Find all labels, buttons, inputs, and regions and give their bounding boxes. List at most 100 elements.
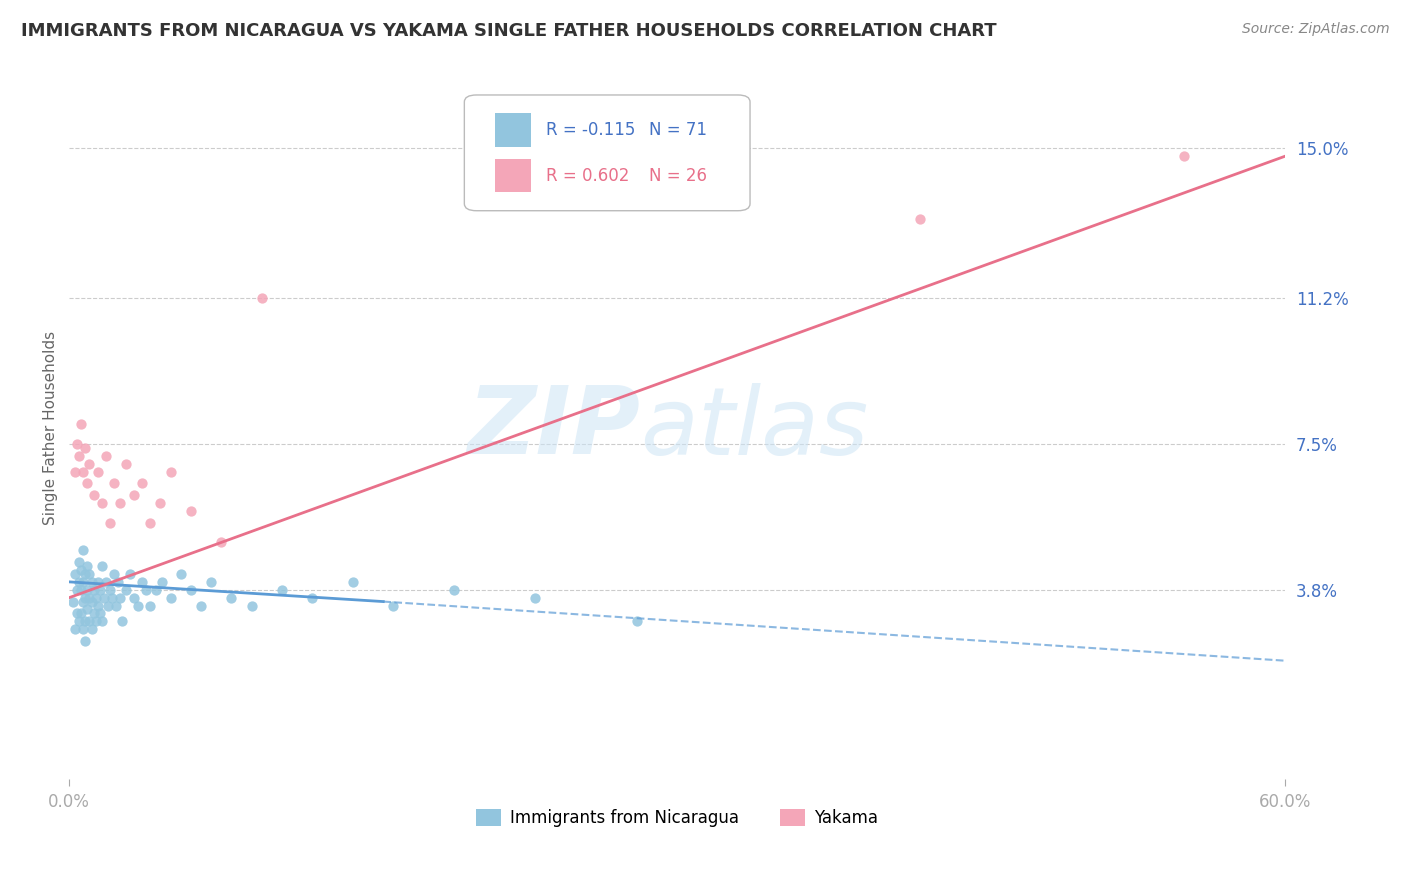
FancyBboxPatch shape [495, 113, 531, 147]
Point [66, 582, 89, 597]
Point [86, 465, 108, 479]
Point [76, 476, 98, 491]
Point [80, 574, 103, 589]
Text: N = 26: N = 26 [650, 167, 707, 185]
Text: R = 0.602: R = 0.602 [546, 167, 628, 185]
Point [209, 535, 232, 549]
Point [76, 602, 98, 616]
Point [75, 615, 97, 629]
Point [115, 582, 138, 597]
Point [70, 607, 93, 621]
Point [80, 622, 103, 636]
Point [67, 574, 90, 589]
Point [79, 615, 101, 629]
Point [131, 574, 153, 589]
Point [80, 594, 103, 608]
Point [83, 488, 105, 502]
Point [90, 615, 112, 629]
Point [221, 591, 243, 605]
Point [180, 582, 202, 597]
Text: atlas: atlas [641, 383, 869, 474]
Point [79, 457, 101, 471]
Point [84, 615, 107, 629]
Point [626, 615, 648, 629]
Y-axis label: Single Father Households: Single Father Households [44, 331, 58, 525]
Point [65, 465, 87, 479]
Point [111, 615, 134, 629]
Point [159, 465, 181, 479]
Point [72, 594, 94, 608]
Point [86, 599, 108, 613]
Point [83, 607, 105, 621]
Point [79, 566, 101, 581]
Point [65, 566, 87, 581]
Point [75, 566, 97, 581]
Point [149, 496, 172, 510]
Point [382, 599, 405, 613]
Point [70, 582, 93, 597]
Point [250, 291, 273, 305]
Point [93, 591, 115, 605]
Point [190, 599, 212, 613]
Point [90, 496, 112, 510]
Point [101, 591, 124, 605]
Point [240, 599, 263, 613]
Point [118, 566, 141, 581]
Point [200, 574, 222, 589]
Text: IMMIGRANTS FROM NICARAGUA VS YAKAMA SINGLE FATHER HOUSEHOLDS CORRELATION CHART: IMMIGRANTS FROM NICARAGUA VS YAKAMA SING… [21, 22, 997, 40]
Point [139, 516, 162, 530]
Point [79, 591, 101, 605]
Point [103, 566, 125, 581]
Point [75, 591, 97, 605]
Point [108, 591, 131, 605]
Point [72, 622, 94, 636]
Point [127, 599, 149, 613]
Point [94, 449, 117, 463]
Point [159, 591, 181, 605]
FancyBboxPatch shape [495, 159, 531, 193]
Point [152, 574, 174, 589]
Point [86, 574, 108, 589]
Point [103, 476, 125, 491]
Point [75, 634, 97, 648]
Point [1173, 149, 1195, 163]
Point [89, 582, 111, 597]
Point [524, 591, 547, 605]
Point [90, 559, 112, 574]
Point [301, 591, 323, 605]
Point [122, 591, 145, 605]
Point [135, 582, 157, 597]
Point [76, 559, 98, 574]
Point [115, 457, 138, 471]
Text: R = -0.115: R = -0.115 [546, 121, 636, 139]
Point [70, 417, 93, 432]
Point [83, 582, 105, 597]
Legend: Immigrants from Nicaragua, Yakama: Immigrants from Nicaragua, Yakama [470, 802, 884, 834]
Point [89, 607, 111, 621]
Point [98, 582, 121, 597]
Point [75, 441, 97, 455]
Text: N = 71: N = 71 [650, 121, 707, 139]
FancyBboxPatch shape [464, 95, 749, 211]
Point [271, 582, 294, 597]
Point [62, 594, 84, 608]
Text: ZIP: ZIP [468, 382, 641, 475]
Point [107, 574, 129, 589]
Point [72, 543, 94, 558]
Point [98, 516, 121, 530]
Point [180, 504, 202, 518]
Point [443, 582, 465, 597]
Point [67, 555, 90, 569]
Point [72, 465, 94, 479]
Point [65, 622, 87, 636]
Point [67, 615, 90, 629]
Point [122, 488, 145, 502]
Point [131, 476, 153, 491]
Point [66, 607, 89, 621]
Point [70, 563, 93, 577]
Point [72, 574, 94, 589]
Point [94, 574, 117, 589]
Point [170, 566, 193, 581]
Point [84, 591, 107, 605]
Point [108, 496, 131, 510]
